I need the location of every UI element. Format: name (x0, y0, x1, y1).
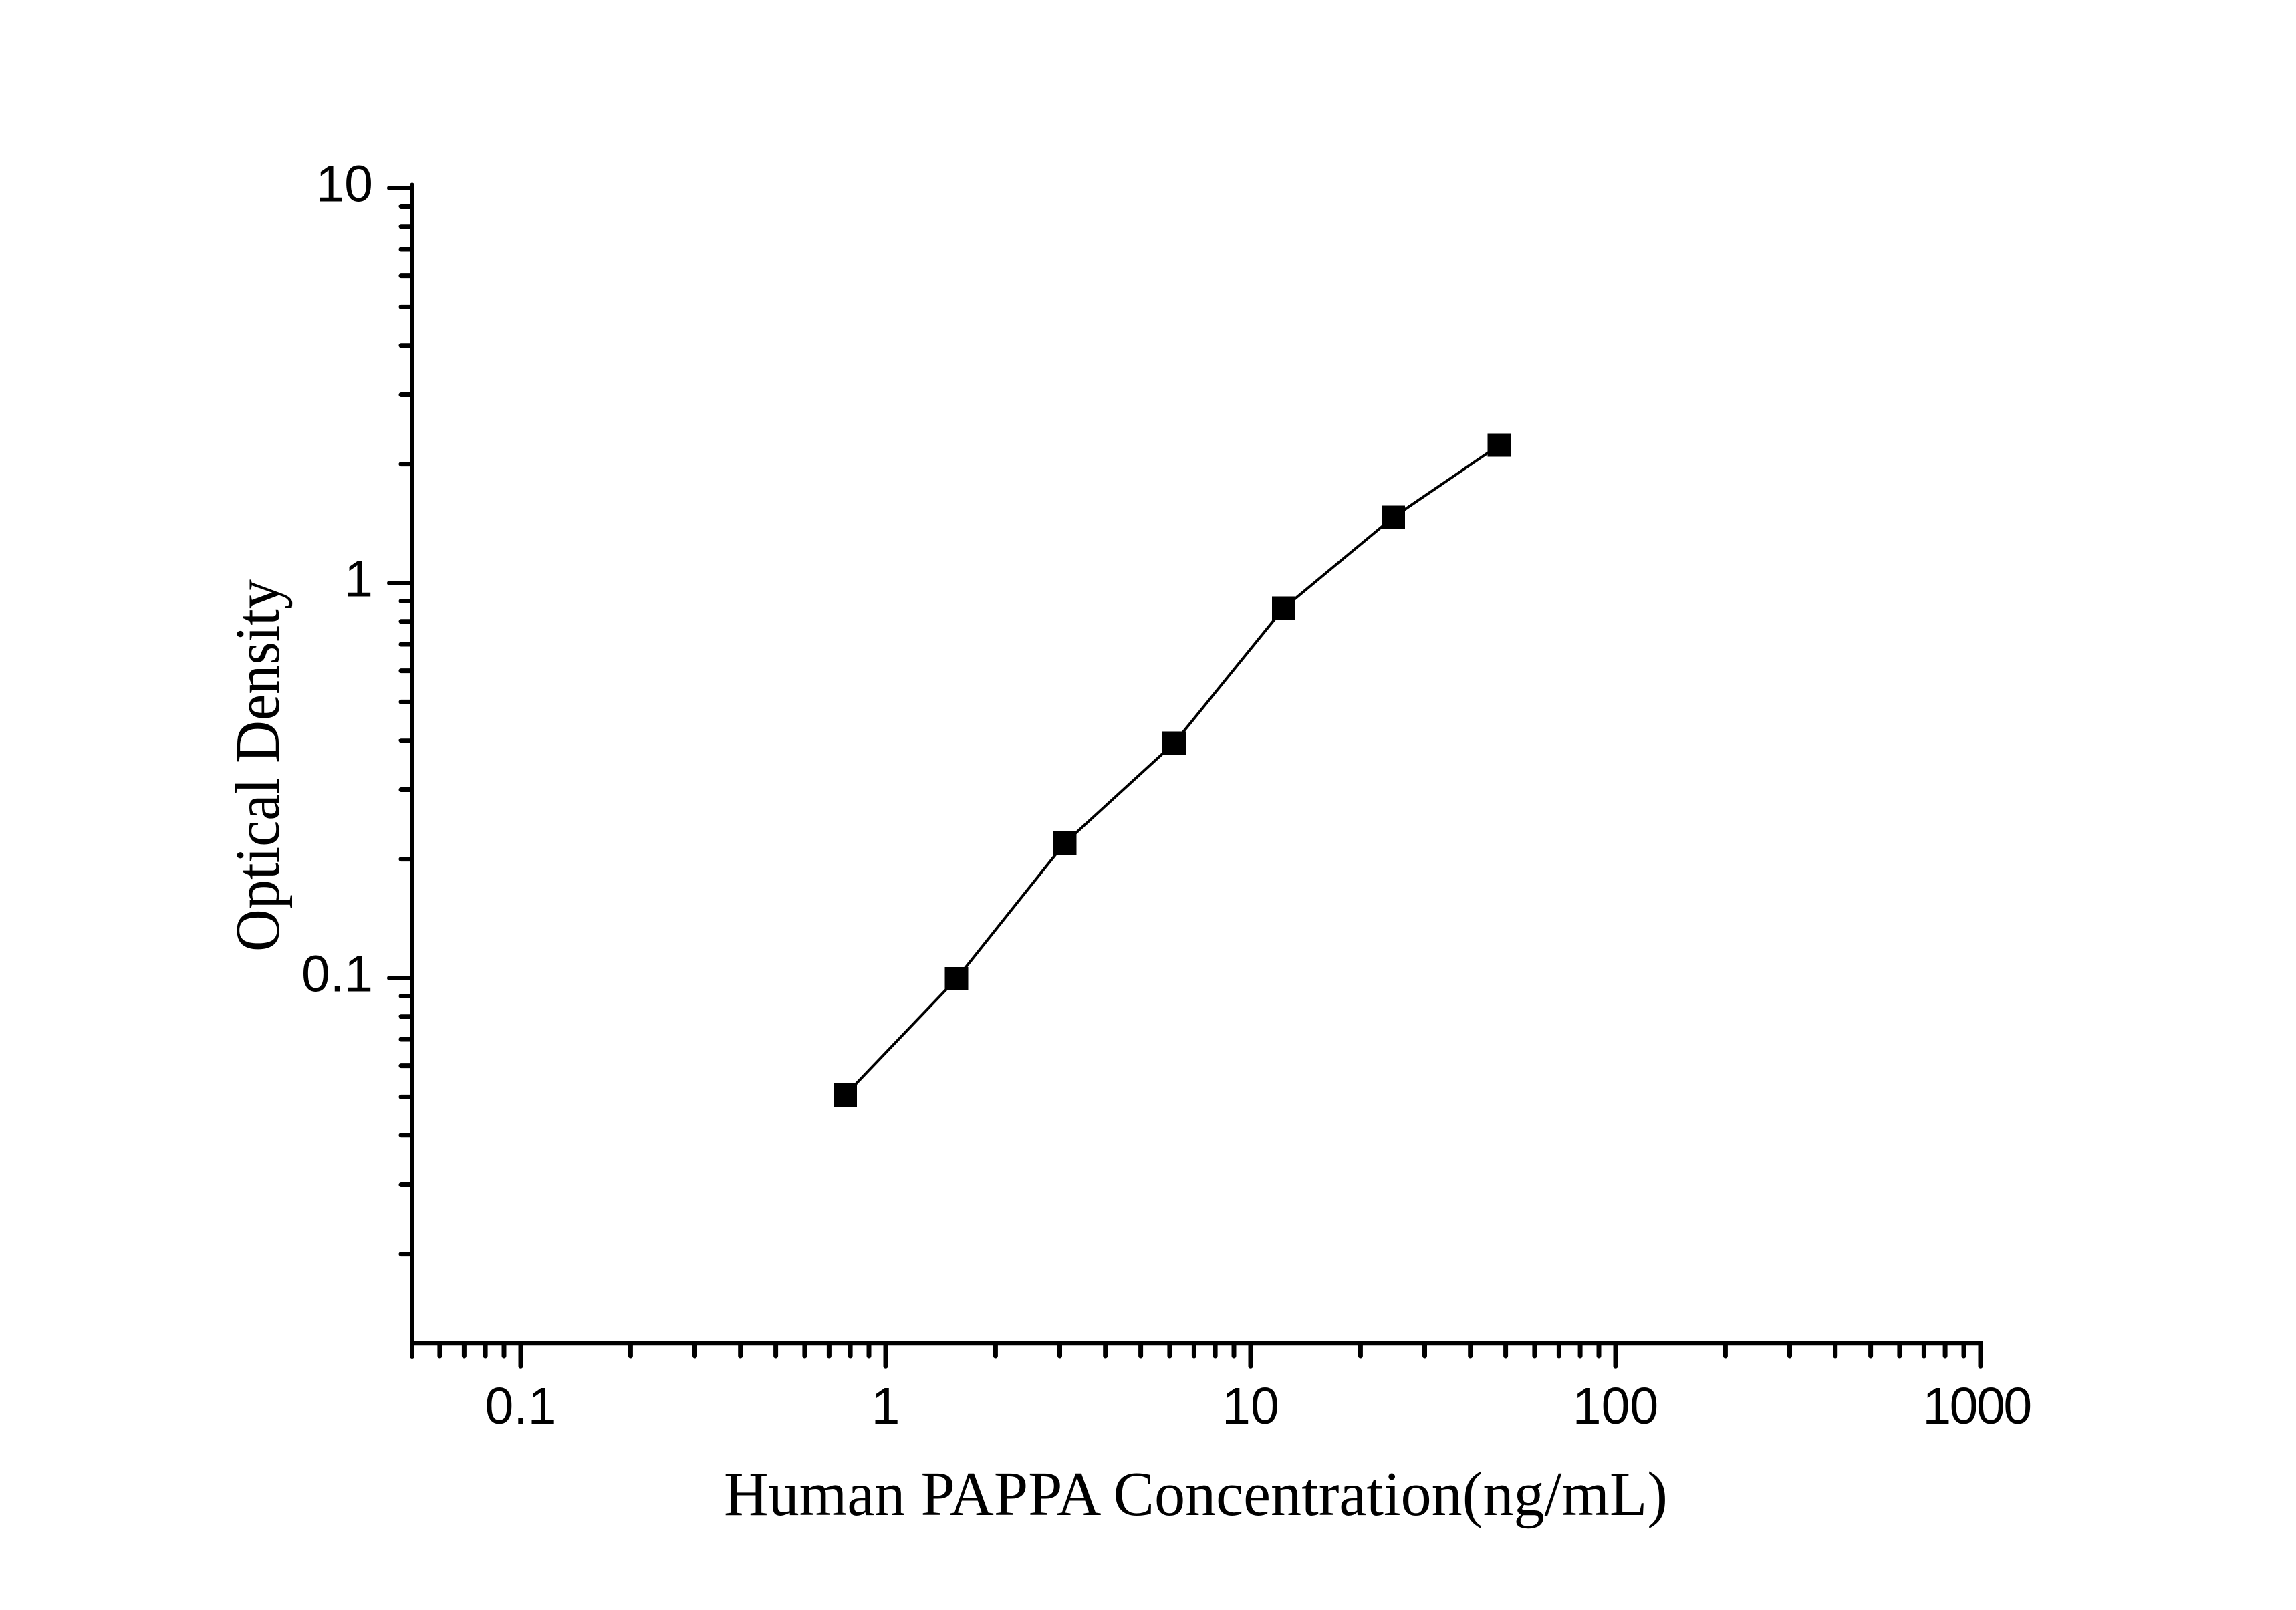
svg-text:1: 1 (344, 551, 373, 608)
svg-text:1: 1 (872, 1377, 900, 1435)
svg-text:0.1: 0.1 (485, 1377, 556, 1435)
svg-text:10: 10 (1222, 1377, 1279, 1435)
svg-text:Optical Density: Optical Density (223, 579, 293, 952)
svg-text:1000: 1000 (1922, 1377, 2030, 1435)
svg-text:10: 10 (315, 156, 373, 213)
svg-text:Human PAPPA Concentration(ng/m: Human PAPPA Concentration(ng/mL) (724, 1460, 1668, 1529)
svg-text:0.1: 0.1 (301, 946, 373, 1003)
svg-text:100: 100 (1573, 1377, 1658, 1435)
